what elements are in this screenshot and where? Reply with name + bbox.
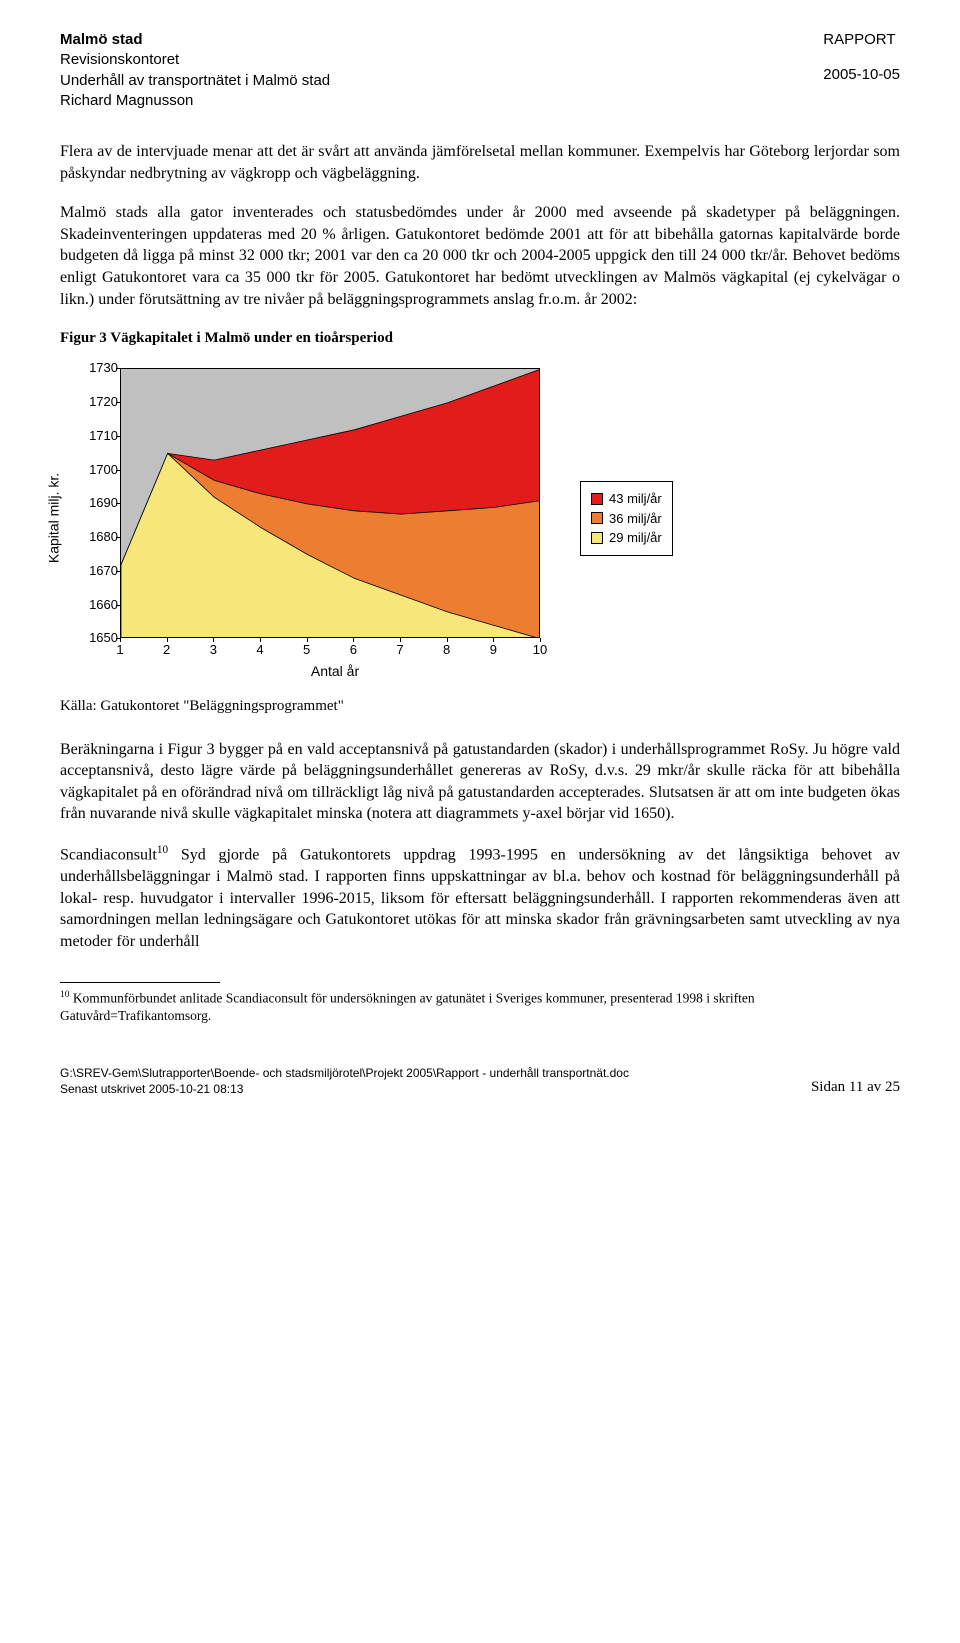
paragraph-4: Scandiaconsult10 Syd gjorde på Gatukonto… [60,843,900,952]
legend-label: 29 milj/år [609,529,662,547]
legend-item: 36 milj/år [591,510,662,528]
xtick-label: 10 [533,641,547,659]
legend-label: 36 milj/år [609,510,662,528]
footer-printed: Senast utskrivet 2005-10-21 08:13 [60,1081,629,1097]
chart-ylabel: Kapital milj. kr. [45,473,64,563]
xtick-label: 3 [210,641,217,659]
legend-swatch [591,532,603,544]
legend-swatch [591,493,603,505]
ytick-label: 1650 [82,630,118,648]
footer-path: G:\SREV-Gem\Slutrapporter\Boende- och st… [60,1065,629,1081]
footnote-text: Kommunförbundet anlitade Scandiaconsult … [60,991,755,1024]
ytick-label: 1690 [82,495,118,513]
ytick-label: 1670 [82,562,118,580]
paragraph-2: Malmö stads alla gator inventerades och … [60,202,900,310]
figure-source: Källa: Gatukontoret "Beläggningsprogramm… [60,696,900,716]
chart-xlabel: Antal år [311,662,359,681]
legend-item: 29 milj/år [591,529,662,547]
header-right: RAPPORT 2005-10-05 [823,30,900,111]
xtick-label: 6 [350,641,357,659]
footer-page: Sidan 11 av 25 [811,1077,900,1097]
legend-swatch [591,512,603,524]
para4-pre: Scandiaconsult [60,846,157,863]
footnote: 10 Kommunförbundet anlitade Scandiaconsu… [60,989,900,1025]
footnote-ref: 10 [157,844,168,856]
legend-item: 43 milj/år [591,490,662,508]
ytick-label: 1660 [82,596,118,614]
xtick-label: 2 [163,641,170,659]
ytick-label: 1680 [82,528,118,546]
header-title: Underhåll av transportnätet i Malmö stad [60,71,330,91]
chart-legend: 43 milj/år 36 milj/år29 milj/år [580,481,673,556]
paragraph-1: Flera av de intervjuade menar att det är… [60,141,900,184]
header-org: Malmö stad [60,30,330,50]
header-date: 2005-10-05 [823,65,900,85]
header-author: Richard Magnusson [60,91,330,111]
ytick-label: 1730 [82,360,118,378]
xtick-label: 4 [256,641,263,659]
header-left: Malmö stad Revisionskontoret Underhåll a… [60,30,330,111]
xtick-label: 5 [303,641,310,659]
para4-post: Syd gjorde på Gatukontorets uppdrag 1993… [60,846,900,949]
ytick-label: 1710 [82,427,118,445]
ytick-label: 1720 [82,393,118,411]
footer-left: G:\SREV-Gem\Slutrapporter\Boende- och st… [60,1065,629,1097]
xtick-label: 9 [490,641,497,659]
ytick-label: 1700 [82,461,118,479]
xtick-label: 1 [116,641,123,659]
xtick-label: 8 [443,641,450,659]
paragraph-3: Beräkningarna i Figur 3 bygger på en val… [60,739,900,825]
figure-caption: Figur 3 Vägkapitalet i Malmö under en ti… [60,328,900,348]
header-doctype: RAPPORT [823,30,900,50]
footnote-separator [60,982,220,983]
header-dept: Revisionskontoret [60,50,330,70]
page-header: Malmö stad Revisionskontoret Underhåll a… [60,30,900,111]
xtick-label: 7 [396,641,403,659]
plot-area [120,368,540,638]
legend-label: 43 milj/år [609,490,662,508]
area-chart: Kapital milj. kr. 1650166016701680169017… [60,358,560,678]
page-footer: G:\SREV-Gem\Slutrapporter\Boende- och st… [60,1065,900,1097]
chart-container: Kapital milj. kr. 1650166016701680169017… [60,358,900,678]
